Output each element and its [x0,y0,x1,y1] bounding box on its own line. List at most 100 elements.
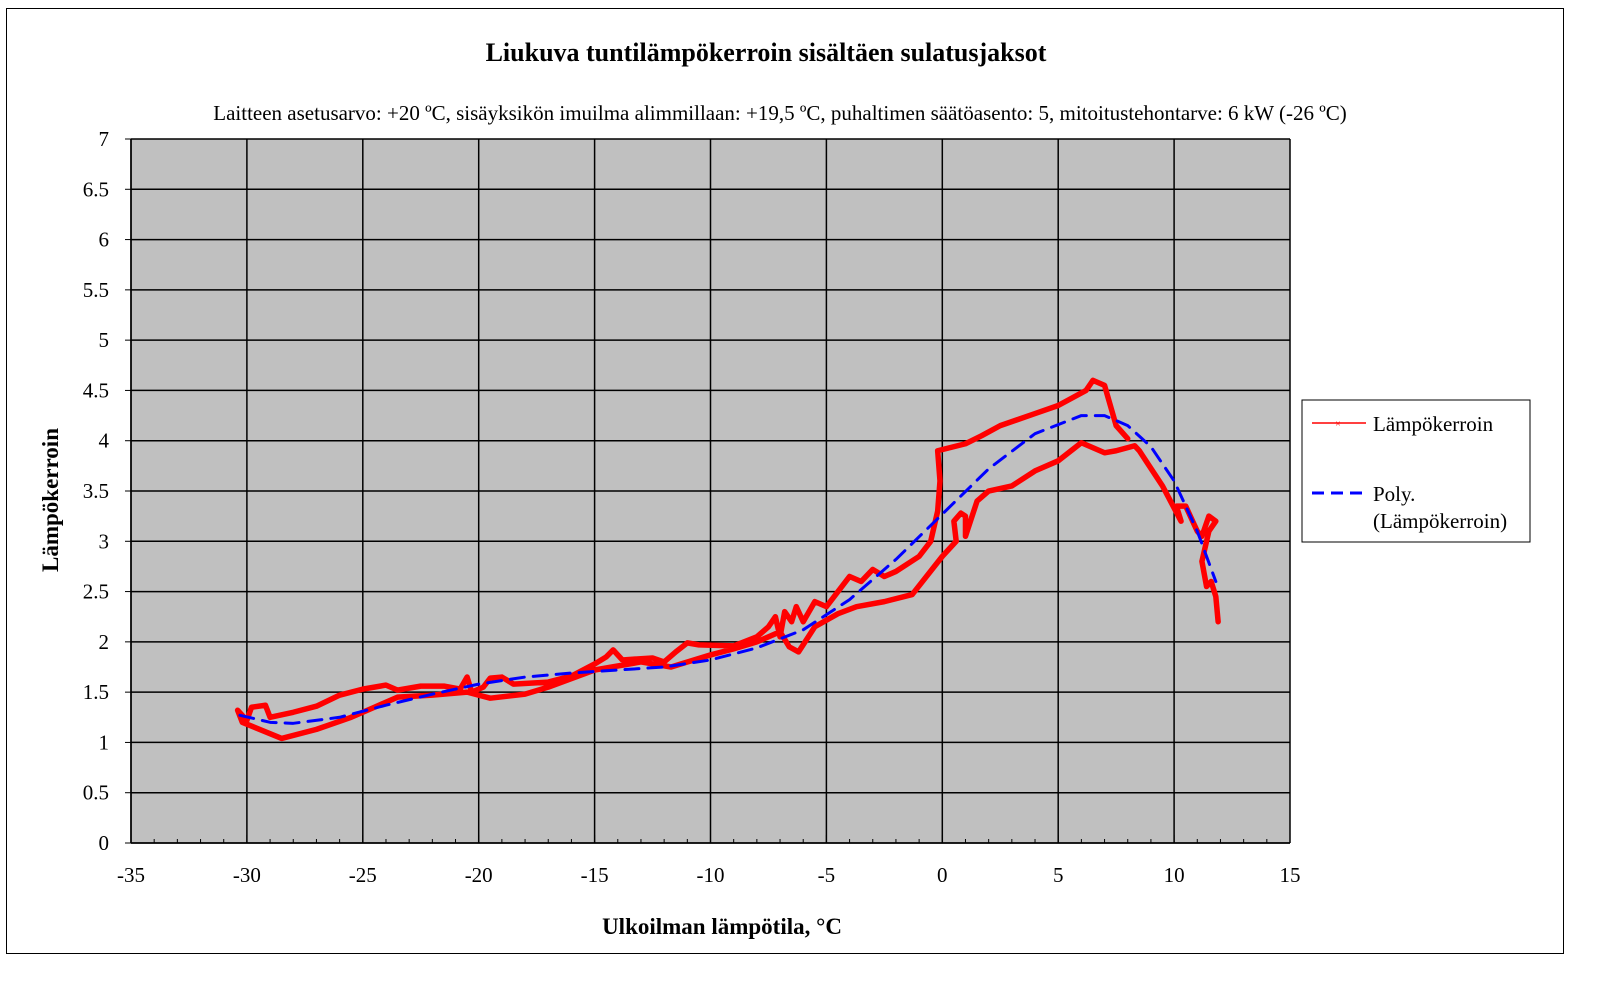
data-point [1174,504,1179,509]
data-point [1206,514,1211,519]
data-point [954,539,959,544]
data-point [951,519,956,524]
data-point [859,579,864,584]
data-point [546,680,551,685]
data-point [812,624,817,629]
data-point [731,646,736,651]
x-tick-label: 15 [1280,863,1301,887]
data-point [696,642,701,647]
data-point [812,599,817,604]
data-point [673,649,678,654]
y-tick-label: 0.5 [83,781,109,805]
data-point [1216,619,1221,624]
y-tick-label: 6.5 [83,177,109,201]
data-point [882,599,887,604]
y-tick-label: 4 [99,429,110,453]
data-point [481,685,486,690]
plot-area: 0 0.5 1 1.5 2 2.5 3 3.5 4 4.5 5 5.5 6 6.5 7 -35 -30 -25 -2… [83,127,1301,887]
data-point [1033,411,1038,416]
data-point [465,675,470,680]
data-point [796,649,801,654]
data-point [754,639,759,644]
data-point [291,710,296,715]
data-point [963,534,968,539]
data-point [958,511,963,516]
data-point [1079,440,1084,445]
x-tick-label: -15 [581,863,609,887]
data-point [638,659,643,664]
y-tick-label: 3 [99,529,110,553]
data-point [778,629,783,634]
data-point [1056,458,1061,463]
data-point [1213,594,1218,599]
data-point [499,675,504,680]
data-point [244,718,249,723]
x-tick-label: -5 [818,863,836,887]
data-point [1132,443,1137,448]
y-tick-label: 5.5 [83,278,109,302]
data-point [998,423,1003,428]
data-point [511,682,516,687]
chart-subtitle: Laitteen asetusarvo: +20 ºC, sisäyksikön… [213,101,1346,125]
data-point [1090,378,1095,383]
data-point [1199,559,1204,564]
data-point [1206,529,1211,534]
chart-frame [6,8,1564,954]
y-tick-label: 6 [99,228,110,252]
data-point [963,441,968,446]
data-point [835,611,840,616]
data-point [1114,423,1119,428]
data-point [1204,584,1209,589]
data-point [1102,450,1107,455]
data-point [441,684,446,689]
data-point [754,634,759,639]
data-point [268,715,273,720]
data-point [279,736,284,741]
data-point [395,688,400,693]
data-point [235,708,240,713]
data-point [835,589,840,594]
data-point [847,574,852,579]
data-point [801,619,806,624]
data-point [963,514,968,519]
y-tick-label: 0 [99,831,110,855]
data-point [604,654,609,659]
y-tick-label: 3.5 [83,479,109,503]
y-tick-label: 1.5 [83,680,109,704]
data-point [937,478,942,483]
x-tick-label: 5 [1053,863,1064,887]
data-point [1102,383,1107,388]
legend-label-lampokerroin: Lämpökerroin [1373,412,1494,436]
data-point [546,685,551,690]
data-point [592,661,597,666]
x-tick-label: -25 [349,863,377,887]
x-tick-label: -30 [233,863,261,887]
data-point [620,657,625,662]
data-point [685,659,690,664]
data-point [488,676,493,681]
data-point [789,619,794,624]
data-point [1179,519,1184,524]
data-point [1084,388,1089,393]
data-point [337,693,342,698]
data-point [773,614,778,619]
data-point [263,703,268,708]
y-tick-label: 1 [99,730,110,754]
data-point [824,604,829,609]
data-point [1213,519,1218,524]
legend-label-poly: Poly. [1373,482,1415,506]
data-point [1137,448,1142,453]
data-point [249,705,254,710]
data-point [314,727,319,732]
y-tick-label: 4.5 [83,378,109,402]
data-point [1033,468,1038,473]
data-point [940,554,945,559]
x-tick-label: -20 [465,863,493,887]
data-point [418,684,423,689]
data-point [458,687,463,692]
chart-title: Liukuva tuntilämpökerroin sisältäen sula… [486,38,1047,67]
data-point [935,448,940,453]
poly-trendline [238,414,1218,725]
